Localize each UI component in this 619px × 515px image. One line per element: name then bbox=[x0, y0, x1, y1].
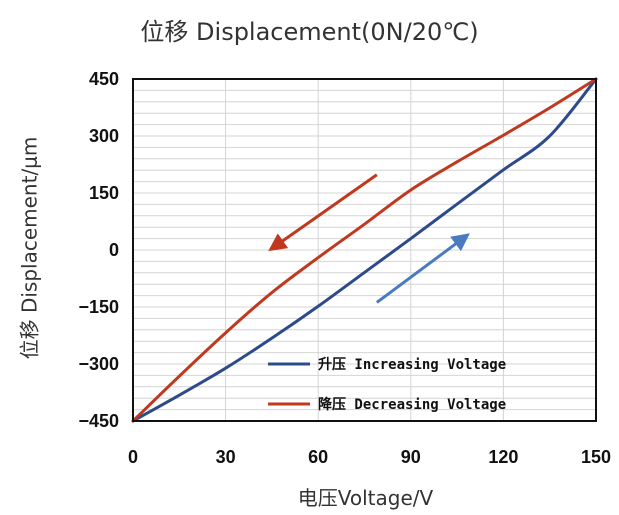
legend-item-decreasing-label: 降压 Decreasing Voltage bbox=[318, 396, 506, 413]
y-tick-label: 0 bbox=[109, 240, 119, 260]
decreasing-arrow bbox=[268, 173, 378, 252]
x-tick-label: 90 bbox=[401, 447, 421, 467]
x-tick-label: 0 bbox=[128, 447, 138, 467]
y-tick-label: −150 bbox=[78, 297, 119, 317]
tick-labels: 450 300 150 0 −150 −300 −450 0 30 60 90 120 150 bbox=[78, 69, 611, 467]
decreasing-voltage-line bbox=[131, 77, 598, 423]
x-axis-label: 电压Voltage/V bbox=[297, 486, 434, 510]
chart-title: 位移 Displacement(0N/20℃) bbox=[140, 18, 479, 46]
y-tick-label: 450 bbox=[89, 69, 119, 89]
legend-item-increasing-label: 升压 Increasing Voltage bbox=[318, 356, 506, 373]
x-tick-label: 150 bbox=[581, 447, 611, 467]
increasing-arrow bbox=[375, 233, 470, 304]
plot-frame bbox=[132, 78, 597, 422]
legend: 升压 Increasing Voltage 降压 Decreasing Volta… bbox=[268, 356, 506, 413]
x-tick-label: 120 bbox=[488, 447, 518, 467]
y-tick-label: 300 bbox=[89, 126, 119, 146]
y-tick-label: 150 bbox=[89, 183, 119, 203]
y-tick-label: −300 bbox=[78, 354, 119, 374]
series-group bbox=[131, 77, 598, 423]
x-tick-label: 30 bbox=[216, 447, 236, 467]
annotations-group bbox=[268, 173, 470, 304]
x-tick-label: 60 bbox=[308, 447, 328, 467]
increasing-voltage-line bbox=[131, 77, 598, 423]
y-tick-label: −450 bbox=[78, 411, 119, 431]
